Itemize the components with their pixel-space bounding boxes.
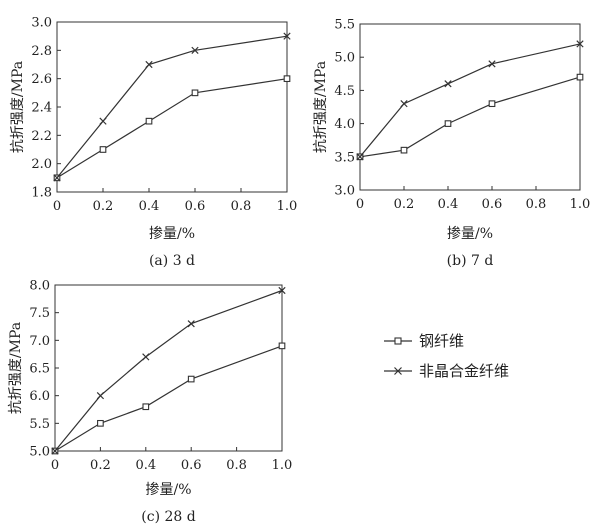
x-tick-label: 0.8 <box>526 197 547 212</box>
data-point-steel-fiber <box>278 342 286 350</box>
legend-label-steel: 钢纤维 <box>419 332 464 350</box>
x-tick-label: 0.6 <box>482 197 503 212</box>
y-tick-label: 3.0 <box>31 16 52 31</box>
series-line-amorphous-fiber <box>54 289 283 452</box>
x-tick-label: 0.4 <box>135 458 156 473</box>
y-tick-label: 8.0 <box>29 279 50 294</box>
data-point-amorphous-fiber <box>191 46 199 54</box>
chart-caption: (a) 3 d <box>149 253 195 269</box>
data-point-amorphous-fiber <box>356 153 364 161</box>
data-point-steel-fiber <box>191 89 199 97</box>
x-tick-label: 0 <box>356 197 364 212</box>
y-tick-label: 5.0 <box>29 445 50 460</box>
data-point-steel-fiber <box>283 75 291 83</box>
y-tick-label: 2.8 <box>31 44 52 59</box>
data-point-steel-fiber <box>187 375 195 383</box>
data-point-amorphous-fiber <box>278 286 286 295</box>
x-tick-label: 1.0 <box>277 199 298 214</box>
chart-28d: 5.0 5.5 6.0 6.5 7.0 7.5 8.0 0 0.2 0.4 0.6 0.8 1.0 掺量/… <box>8 279 292 526</box>
square-icon <box>394 337 402 345</box>
data-point-steel-fiber <box>145 117 153 125</box>
legend: 钢纤维 非晶合金纤维 <box>384 332 509 380</box>
data-point-amorphous-fiber <box>187 320 195 328</box>
chart-caption: (c) 28 d <box>141 509 195 525</box>
y-tick-label: 2.6 <box>31 72 52 87</box>
x-axis-label: 掺量/% <box>447 225 493 242</box>
y-axis-label: 抗折强度/MPa <box>313 61 329 153</box>
data-point-amorphous-fiber <box>400 100 408 108</box>
y-tick-label: 5.5 <box>334 18 355 33</box>
data-point-amorphous-fiber <box>576 40 584 48</box>
x-tick-label: 0.2 <box>93 199 114 214</box>
y-tick-label: 7.0 <box>29 334 50 349</box>
data-point-steel-fiber <box>444 120 452 127</box>
data-point-steel-fiber <box>576 73 584 81</box>
series-line-steel-fiber <box>54 345 283 452</box>
y-tick-label: 5.5 <box>29 417 50 432</box>
y-tick-label: 7.5 <box>29 306 50 321</box>
data-point-amorphous-fiber <box>488 60 496 68</box>
data-point-amorphous-fiber <box>142 353 150 361</box>
chart-caption: (b) 7 d <box>447 253 494 269</box>
y-tick-label: 2.0 <box>31 157 52 172</box>
x-tick-label: 0.8 <box>231 199 252 214</box>
data-point-amorphous-fiber <box>53 174 61 182</box>
series-line-amorphous-fiber <box>359 43 581 158</box>
y-axis-label: 抗折强度/MPa <box>8 322 24 414</box>
x-tick-label: 0.2 <box>90 458 111 473</box>
y-tick-label: 2.4 <box>31 101 52 116</box>
x-tick-label: 0.2 <box>394 197 415 212</box>
y-tick-label: 1.8 <box>31 186 52 201</box>
x-axis-label: 掺量/% <box>149 225 195 242</box>
data-point-steel-fiber <box>400 146 408 154</box>
chart-3d: 1.8 2.0 2.2 2.4 2.6 2.8 3.0 0 0.2 0.4 0.6 0.8 1.0 掺量/… <box>10 16 297 270</box>
data-point-steel-fiber <box>142 403 150 411</box>
data-point-amorphous-fiber <box>145 60 153 69</box>
data-point-amorphous-fiber <box>99 117 107 125</box>
y-tick-label: 4.5 <box>334 84 355 99</box>
chart-7d: 3.0 3.5 4.0 4.5 5.0 5.5 0 0.2 0.4 0.6 0.8 1.0 掺量/% 抗折… <box>313 18 590 270</box>
cross-icon <box>394 367 402 375</box>
y-tick-label: 3.0 <box>334 184 355 199</box>
series-line-steel-fiber <box>56 78 288 179</box>
legend-label-amorphous: 非晶合金纤维 <box>419 362 509 380</box>
x-tick-label: 0.4 <box>139 199 160 214</box>
legend-entry-steel-fiber: 钢纤维 <box>384 332 464 350</box>
x-tick-label: 0.6 <box>185 199 206 214</box>
y-tick-label: 6.0 <box>29 389 50 404</box>
legend-entry-amorphous-fiber: 非晶合金纤维 <box>384 362 509 380</box>
y-tick-label: 6.5 <box>29 362 50 377</box>
x-tick-label: 1.0 <box>570 197 591 212</box>
y-tick-label: 2.2 <box>31 129 52 144</box>
data-point-steel-fiber <box>488 100 496 108</box>
plot-frame <box>359 23 581 191</box>
x-axis-label: 掺量/% <box>145 481 191 498</box>
plot-frame <box>54 284 283 452</box>
data-point-amorphous-fiber <box>444 80 452 88</box>
data-point-steel-fiber <box>99 146 107 153</box>
x-tick-label: 0.4 <box>438 197 459 212</box>
data-point-amorphous-fiber <box>51 447 59 455</box>
y-axis-label: 抗折强度/MPa <box>10 61 26 153</box>
x-tick-label: 0 <box>51 458 59 473</box>
x-tick-label: 1.0 <box>272 458 293 473</box>
data-point-amorphous-fiber <box>96 392 105 400</box>
x-tick-label: 0.8 <box>226 458 247 473</box>
x-tick-label: 0 <box>53 199 61 214</box>
data-point-amorphous-fiber <box>283 32 291 40</box>
y-tick-label: 4.0 <box>334 117 355 132</box>
y-tick-label: 5.0 <box>334 51 355 66</box>
x-tick-label: 0.6 <box>181 458 202 473</box>
data-point-steel-fiber <box>97 419 104 427</box>
y-tick-label: 3.5 <box>334 150 355 165</box>
